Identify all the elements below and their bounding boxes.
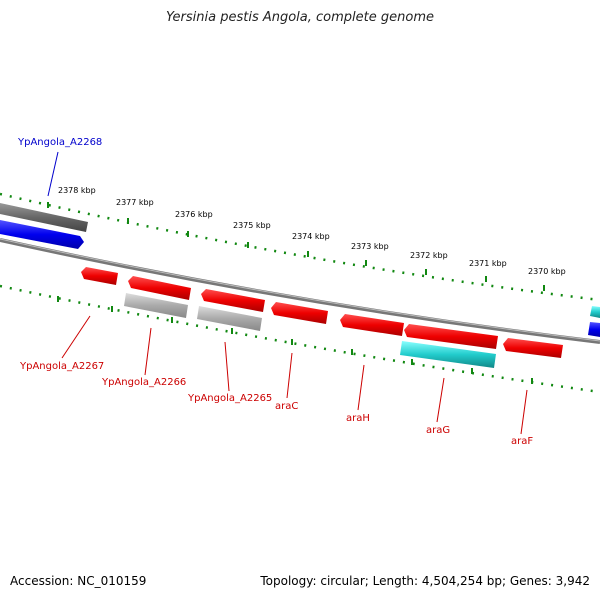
leader-line-a2268: [47, 151, 59, 197]
cyan-feature-right[interactable]: [590, 306, 600, 318]
gray-feature-a2265[interactable]: [197, 306, 262, 331]
gene-label-a2267[interactable]: YpAngola_A2267: [19, 361, 104, 372]
leader-line-araG: [436, 377, 445, 423]
dark-feature-a2268[interactable]: [0, 203, 88, 232]
blue-feature-right[interactable]: [588, 322, 600, 337]
gene-label-araG[interactable]: araG: [426, 425, 450, 436]
genome-backbone: [0, 238, 600, 344]
gene-label-a2266[interactable]: YpAngola_A2266: [101, 377, 186, 388]
tick-label: 2371 kbp: [469, 259, 507, 268]
gene-label-a2268[interactable]: YpAngola_A2268: [17, 137, 102, 148]
tick-label: 2372 kbp: [410, 251, 448, 260]
tick-label: 2374 kbp: [292, 232, 330, 241]
gene-arrow-a2265[interactable]: [201, 289, 265, 312]
gene-arrow-araH[interactable]: [340, 314, 404, 336]
upper-major-ticks: [47, 202, 545, 291]
lower-major-ticks: [57, 296, 533, 384]
tick-label: 2375 kbp: [233, 221, 271, 230]
map-title: Yersinia pestis Angola, complete genome: [166, 10, 434, 25]
gene-label-a2265[interactable]: YpAngola_A2265: [187, 393, 272, 404]
gene-arrow-a2266[interactable]: [128, 276, 191, 300]
gray-feature-a2266[interactable]: [124, 293, 188, 318]
upper-tick-track: [0, 192, 600, 302]
tick-label: 2378 kbp: [58, 186, 96, 195]
tick-label: 2373 kbp: [351, 242, 389, 251]
leader-line-araF: [520, 389, 528, 435]
leader-line-a2265: [224, 341, 230, 392]
gene-arrow-araC[interactable]: [271, 302, 328, 324]
tick-label: 2377 kbp: [116, 198, 154, 207]
genome-summary-text: Topology: circular; Length: 4,504,254 bp…: [260, 574, 590, 588]
gene-label-araH[interactable]: araH: [346, 413, 370, 424]
leader-line-araC: [286, 352, 293, 399]
leader-line-a2266: [144, 327, 152, 376]
tick-label: 2370 kbp: [528, 267, 566, 276]
leader-line-araH: [357, 364, 365, 411]
gene-label-araC[interactable]: araC: [275, 401, 298, 412]
gene-label-araF[interactable]: araF: [511, 436, 533, 447]
tick-label: 2376 kbp: [175, 210, 213, 219]
gene-arrow-araG[interactable]: [404, 324, 498, 349]
cyan-feature-araG[interactable]: [400, 341, 496, 368]
gene-arrow-araF[interactable]: [503, 338, 563, 358]
leader-line-a2267: [61, 315, 91, 359]
gene-arrow-a2267[interactable]: [81, 267, 118, 285]
accession-text: Accession: NC_010159: [10, 574, 147, 588]
gene-arrow-a2268[interactable]: [0, 220, 84, 249]
backbone-highlight: [0, 238, 600, 342]
